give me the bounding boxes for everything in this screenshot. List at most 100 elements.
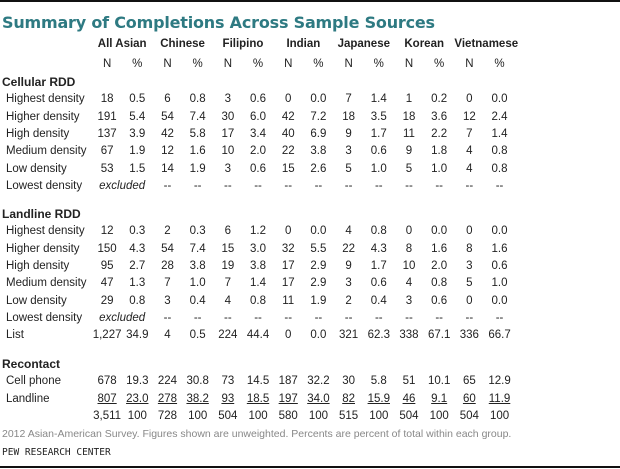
cell: 17	[281, 277, 295, 290]
row-label: High density	[6, 259, 70, 272]
cell: 17	[221, 127, 235, 140]
cell: 9.1	[431, 392, 448, 405]
cell: 8	[466, 242, 473, 255]
cell: 3	[164, 294, 171, 307]
row-label: Lowest density	[6, 311, 83, 324]
cell: 515	[339, 409, 359, 422]
cell: 100	[248, 409, 268, 422]
table-row: Low density 29 0.8 3 0.4 4 0.8 11 1.9 2 0.4 3 0.6 0 0.…	[0, 293, 515, 310]
cell: 18.5	[246, 392, 270, 405]
cell: 30	[342, 375, 355, 388]
group-header: Korean	[404, 38, 444, 50]
cell: 0.5	[189, 329, 206, 342]
cell: --	[284, 311, 293, 324]
section-heading: Landline RDD	[2, 207, 81, 221]
cell: 0.8	[250, 294, 267, 307]
cell: 2.6	[310, 162, 327, 175]
cell: 1.8	[431, 145, 448, 158]
cell: --	[224, 179, 232, 192]
cell: 8	[405, 242, 413, 255]
cell: 17	[281, 259, 295, 272]
cell: 60	[462, 392, 476, 405]
subheader: %	[434, 58, 445, 70]
cell: 3.4	[250, 127, 267, 140]
cell: --	[224, 311, 232, 324]
row-label: High density	[6, 127, 70, 140]
cell: 1,227	[92, 329, 122, 342]
cell: 22	[281, 145, 295, 158]
cell: 1.7	[370, 259, 387, 272]
subheader: N	[465, 58, 474, 70]
cell: 0.8	[129, 294, 146, 307]
table-row: Landline 807 23.0 278 38.2 93 18.5 197 34.0 82 15.…	[0, 391, 515, 408]
cell: 4.3	[129, 242, 146, 255]
cell: 5	[405, 162, 413, 175]
cell: 0.4	[370, 294, 387, 307]
cell: 580	[278, 409, 298, 422]
cell: 1.9	[310, 294, 327, 307]
cell: 1.6	[491, 242, 508, 255]
cell: 65	[462, 375, 476, 388]
cell: 3.6	[431, 110, 448, 123]
table-row: High density 137 3.9 42 5.8 17 3.4 40 6.9 9 1.7 11 2…	[0, 126, 515, 143]
cell: 1.7	[370, 127, 387, 140]
cell: 1.6	[431, 242, 448, 255]
cell: 1.9	[189, 162, 206, 175]
row-label: Higher density	[6, 242, 80, 255]
cell: 1.3	[129, 277, 146, 290]
cell: 40	[281, 127, 295, 140]
cell: 3.8	[310, 145, 327, 158]
cell: 0.8	[431, 277, 448, 290]
cell: 10	[402, 259, 416, 272]
cell: 3	[466, 259, 473, 272]
cell: 504	[218, 409, 238, 422]
cell: 34.0	[307, 392, 330, 405]
cell: --	[435, 179, 443, 192]
cell: 2.9	[310, 259, 327, 272]
subheader: N	[102, 58, 112, 70]
excluded-note: excluded	[99, 179, 146, 192]
cell: 0.0	[431, 225, 448, 238]
excluded-note: excluded	[99, 311, 146, 324]
cell: 44.4	[246, 329, 270, 342]
cell: --	[193, 179, 202, 192]
cell: 1.4	[491, 127, 508, 140]
subheader: N	[284, 58, 293, 70]
cell: 62.3	[367, 329, 390, 342]
cell: 224	[218, 329, 238, 342]
cell: 29	[100, 294, 114, 307]
cell: 14.5	[246, 375, 270, 388]
cell: --	[193, 311, 202, 324]
cell: 3	[345, 277, 352, 290]
cell: 678	[97, 375, 117, 388]
cell: 7	[224, 277, 232, 290]
row-label: Highest density	[6, 225, 85, 238]
cell: 338	[399, 329, 419, 342]
table-row: Medium density 67 1.9 12 1.6 10 2.0 22 3.8 3 0.6 9 1…	[0, 143, 515, 160]
cell: 100	[369, 409, 389, 422]
subheader: %	[313, 58, 324, 70]
table-row: Higher density 150 4.3 54 7.4 15 3.0 32 5.5 22 4.3…	[0, 241, 515, 258]
cell: 5.8	[370, 375, 387, 388]
cell: 1.2	[250, 225, 267, 238]
cell: 100	[308, 409, 328, 422]
cell: 4	[466, 145, 473, 158]
table-note: 2012 Asian-American Survey. Figures show…	[2, 428, 512, 440]
cell: 0.8	[189, 93, 206, 106]
subheader: %	[373, 58, 384, 70]
cell: 0	[466, 93, 473, 106]
cell: 100	[188, 409, 208, 422]
cell: 4.3	[370, 242, 387, 255]
cell: --	[435, 311, 443, 324]
cell: 46	[402, 392, 416, 405]
cell: 3	[345, 145, 352, 158]
cell: 0	[466, 225, 473, 238]
cell: 7	[466, 127, 473, 140]
cell: 0.3	[189, 225, 206, 238]
cell: --	[405, 179, 413, 192]
cell: 54	[161, 242, 174, 255]
table-row: Lowest density excluded -- -- -- -- -- -- -- -- --…	[0, 310, 515, 327]
subheader: %	[494, 58, 505, 70]
row-label: Higher density	[6, 110, 80, 123]
cell: 0.4	[189, 294, 206, 307]
